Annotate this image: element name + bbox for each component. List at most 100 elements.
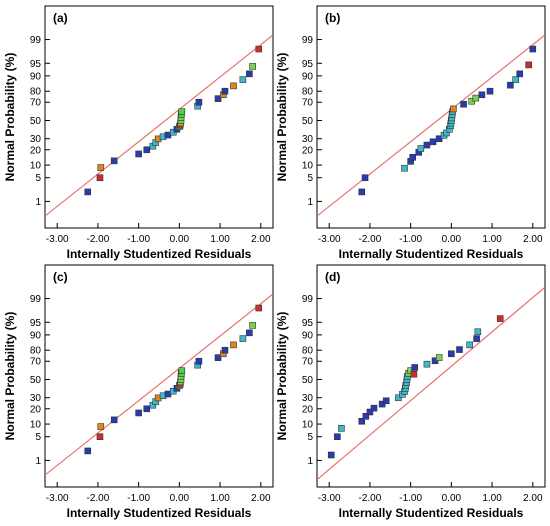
y-tick-label: 5	[307, 432, 313, 443]
x-tick-label: -3.00	[46, 493, 69, 504]
data-point	[460, 100, 467, 108]
x-tick-label: -2.00	[87, 493, 110, 504]
data-point	[450, 105, 457, 113]
data-point	[334, 433, 341, 441]
data-point	[249, 322, 256, 329]
data-point	[239, 76, 247, 83]
data-point	[221, 87, 229, 95]
x-tick-label: 0.00	[170, 234, 190, 245]
y-tick-label: 70	[302, 357, 314, 368]
x-tick-label: -2.00	[359, 234, 382, 245]
y-tick-label: 90	[30, 330, 42, 341]
y-tick-label: 1	[35, 456, 41, 467]
data-point	[338, 425, 345, 432]
y-tick-label: 99	[302, 294, 314, 305]
data-point	[473, 335, 480, 342]
data-point	[358, 417, 366, 425]
plot-frame	[44, 5, 274, 229]
y-tick-label: 5	[307, 173, 313, 184]
data-point	[221, 346, 229, 354]
data-point	[143, 146, 151, 154]
x-tick-label: 2.00	[523, 234, 543, 245]
data-point	[327, 451, 335, 459]
x-tick-label: -2.00	[359, 493, 382, 504]
x-tick-label: 1.00	[210, 493, 230, 504]
plot-frame	[316, 5, 546, 229]
fit-line	[45, 34, 273, 217]
y-tick-label: 20	[30, 145, 42, 156]
fit-line	[317, 286, 545, 481]
y-tick-label: 95	[30, 318, 42, 329]
y-tick-label: 20	[302, 404, 314, 415]
data-point	[246, 329, 253, 337]
data-point	[135, 409, 142, 417]
x-tick-label: 2.00	[523, 493, 543, 504]
y-tick-label: 90	[302, 330, 314, 341]
data-point	[472, 94, 480, 102]
y-tick-label: 90	[302, 71, 314, 82]
y-axis-label: Normal Probability (%)	[275, 312, 289, 441]
y-tick-label: 30	[302, 393, 314, 404]
data-point	[435, 354, 443, 361]
data-point	[410, 370, 418, 378]
data-point	[370, 404, 378, 412]
x-tick-label: -3.00	[46, 234, 69, 245]
data-point	[417, 145, 425, 152]
y-tick-label: 80	[302, 87, 314, 98]
y-tick-label: 20	[30, 404, 42, 415]
data-point	[474, 328, 482, 336]
y-tick-label: 50	[30, 375, 42, 386]
plot-frame	[44, 264, 274, 488]
panel-label: (c)	[53, 270, 68, 284]
data-point	[195, 98, 203, 106]
x-tick-label: -3.00	[318, 234, 341, 245]
data-point	[395, 394, 402, 402]
data-point	[230, 82, 237, 90]
x-tick-label: 1.00	[482, 493, 502, 504]
data-point	[97, 423, 105, 430]
data-point	[195, 357, 203, 365]
x-tick-label: -2.00	[87, 234, 110, 245]
fit-line	[317, 34, 545, 217]
x-tick-label: -3.00	[318, 493, 341, 504]
data-point	[409, 153, 416, 161]
y-axis-label: Normal Probability (%)	[3, 53, 17, 182]
y-tick-label: 10	[30, 420, 42, 431]
y-tick-label: 90	[30, 71, 42, 82]
y-tick-label: 20	[302, 145, 314, 156]
y-tick-label: 5	[35, 432, 41, 443]
x-tick-label: 0.00	[170, 493, 190, 504]
data-point	[516, 70, 524, 78]
y-tick-label: 95	[302, 59, 314, 70]
data-point	[214, 95, 222, 102]
data-point	[478, 91, 486, 99]
data-point	[456, 346, 463, 353]
y-tick-label: 10	[302, 161, 314, 172]
x-tick-label: 1.00	[482, 234, 502, 245]
data-point	[525, 61, 533, 69]
data-point	[143, 405, 151, 413]
x-axis-label: Internally Studentized Residuals	[339, 247, 524, 261]
y-axis-label: Normal Probability (%)	[275, 53, 289, 182]
y-tick-label: 70	[30, 357, 42, 368]
data-point	[230, 341, 237, 349]
y-tick-label: 95	[302, 318, 314, 329]
y-tick-label: 99	[30, 35, 42, 46]
data-point	[178, 367, 186, 374]
y-tick-label: 80	[302, 346, 314, 357]
y-tick-label: 50	[302, 375, 314, 386]
data-point	[429, 138, 437, 146]
data-point	[358, 188, 366, 196]
x-tick-label: 0.00	[442, 493, 462, 504]
data-point	[361, 174, 369, 182]
y-tick-label: 99	[30, 294, 42, 305]
y-tick-label: 10	[302, 420, 314, 431]
y-tick-label: 50	[302, 116, 314, 127]
data-point	[366, 408, 374, 416]
y-tick-label: 80	[30, 87, 42, 98]
data-point	[435, 135, 443, 143]
x-tick-label: -1.00	[127, 493, 150, 504]
